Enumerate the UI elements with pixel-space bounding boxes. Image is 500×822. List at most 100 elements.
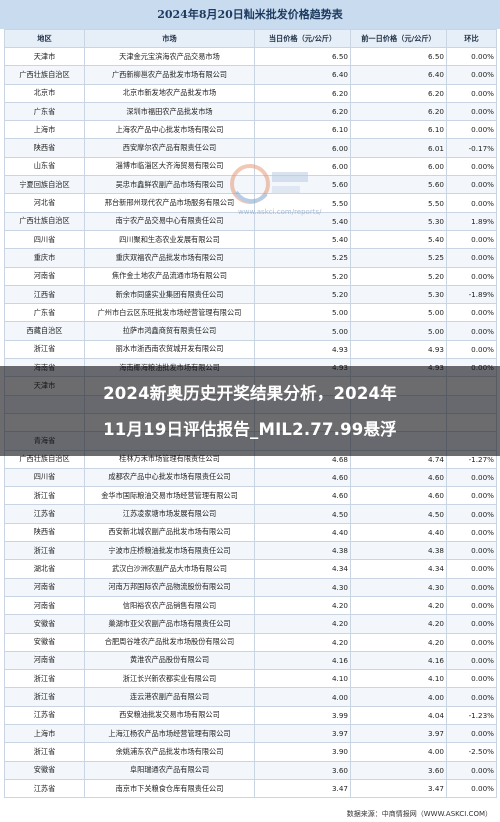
table-row: 江西省 新余市同盛实业集团有限责任公司 5.20 5.30 -1.89% [4, 284, 497, 305]
cell-change: -0.17% [446, 138, 497, 158]
table-title: 2024年8月20日籼米批发价格趋势表 [0, 0, 500, 29]
cell-today-price: 3.47 [254, 778, 351, 799]
table-row: 浙江省 宁波市庄桥粮油批发市场有限责任公司 4.38 4.38 0.00% [4, 541, 497, 561]
cell-change: 0.00% [446, 83, 497, 103]
cell-today-price: 4.30 [254, 577, 351, 597]
cell-today-price: 4.34 [254, 559, 351, 579]
col-header-market: 市场 [84, 29, 255, 48]
table-row: 广东省 广州市白云区东旺批发市场经营管理有限公司 5.00 5.00 0.00% [4, 303, 497, 323]
cell-region: 宁夏回族自治区 [4, 175, 85, 195]
cell-prev-price: 4.40 [350, 522, 447, 543]
cell-region: 四川省 [4, 467, 85, 488]
cell-region: 河南省 [4, 595, 85, 616]
table-row: 西藏自治区 拉萨市鸿鑫商贸有限责任公司 5.00 5.00 0.00% [4, 321, 497, 341]
cell-prev-price: 4.60 [350, 467, 447, 488]
cell-change: 0.00% [446, 229, 497, 250]
cell-change: 0.00% [446, 650, 497, 671]
cell-prev-price: 6.20 [350, 83, 447, 103]
cell-market: 西安粮油批发交易市场有限公司 [84, 705, 255, 725]
cell-market: 成都农产品中心批发市场有限责任公司 [84, 467, 255, 488]
table-row: 河南省 黄淮农产品股份有限公司 4.16 4.16 0.00% [4, 650, 497, 671]
banner-line-2: 11月19日评估报告_MIL2.77.99悬浮 [103, 420, 397, 439]
table-row: 陕西省 西安摩尔农产品有限责任公司 6.00 6.01 -0.17% [4, 138, 497, 158]
cell-change: 0.00% [446, 522, 497, 543]
cell-region: 上海市 [4, 120, 85, 140]
cell-change: 1.89% [446, 211, 497, 231]
cell-prev-price: 4.10 [350, 669, 447, 689]
table-row: 上海市 上海农产品中心批发市场有限公司 6.10 6.10 0.00% [4, 120, 497, 140]
cell-prev-price: 5.50 [350, 193, 447, 213]
cell-today-price: 6.20 [254, 83, 351, 103]
cell-market: 新余市同盛实业集团有限责任公司 [84, 284, 255, 305]
cell-prev-price: 5.60 [350, 175, 447, 195]
table-row: 浙江省 丽水市浙西南农贸城开发有限公司 4.93 4.93 0.00% [4, 339, 497, 360]
cell-change: 0.00% [446, 559, 497, 579]
cell-today-price: 4.20 [254, 595, 351, 616]
cell-region: 广西壮族自治区 [4, 211, 85, 231]
cell-today-price: 3.60 [254, 760, 351, 780]
cell-market: 合肥周谷堆农产品批发市场股份有限公司 [84, 632, 255, 652]
cell-region: 浙江省 [4, 486, 85, 506]
cell-region: 河北省 [4, 193, 85, 213]
cell-region: 山东省 [4, 156, 85, 177]
cell-today-price: 4.00 [254, 687, 351, 707]
cell-change: -1.23% [446, 705, 497, 725]
cell-market: 天津金元宝滨海农产品交易市场 [84, 46, 255, 67]
cell-change: 0.00% [446, 669, 497, 689]
table-row: 四川省 四川聚和生态农业发展有限公司 5.40 5.40 0.00% [4, 229, 497, 250]
cell-region: 广东省 [4, 303, 85, 323]
cell-prev-price: 5.30 [350, 211, 447, 231]
cell-market: 四川聚和生态农业发展有限公司 [84, 229, 255, 250]
cell-prev-price: 4.34 [350, 559, 447, 579]
cell-prev-price: 4.20 [350, 632, 447, 652]
cell-change: 0.00% [446, 303, 497, 323]
table-row: 江苏省 南京市下关粮食仓库有限责任公司 3.47 3.47 0.00% [4, 778, 497, 799]
cell-market: 南宁农产品交易中心有限责任公司 [84, 211, 255, 231]
table-row: 广西壮族自治区 广西新柳邕农产品批发市场有限公司 6.40 6.40 0.00% [4, 65, 497, 85]
cell-today-price: 3.90 [254, 742, 351, 762]
banner-line-1: 2024新奥历史开奖结果分析，2024年 [103, 384, 397, 403]
cell-prev-price: 4.50 [350, 504, 447, 524]
cell-today-price: 4.60 [254, 467, 351, 488]
source-footer: 数据来源：中商情报网（WWW.ASKCI.COM） [0, 806, 500, 822]
cell-market: 南京市下关粮食仓库有限责任公司 [84, 778, 255, 799]
cell-today-price: 3.99 [254, 705, 351, 725]
cell-market: 连云港农副产品有限公司 [84, 687, 255, 707]
col-header-region: 地区 [4, 29, 85, 48]
cell-change: -2.50% [446, 742, 497, 762]
cell-market: 宁波市庄桥粮油批发市场有限责任公司 [84, 541, 255, 561]
cell-region: 广东省 [4, 101, 85, 122]
table-row: 安徽省 巢湖市亚父农副产品市场有限责任公司 4.20 4.20 0.00% [4, 614, 497, 634]
cell-change: 0.00% [446, 778, 497, 799]
cell-today-price: 4.50 [254, 504, 351, 524]
col-header-prev-price: 前一日价格（元/公斤） [350, 29, 447, 48]
cell-change: 0.00% [446, 248, 497, 268]
table-row: 陕西省 西安新北城农副产品批发市场有限公司 4.40 4.40 0.00% [4, 522, 497, 543]
cell-change: 0.00% [446, 723, 497, 744]
cell-change: 0.00% [446, 760, 497, 780]
table-row: 江苏省 西安粮油批发交易市场有限公司 3.99 4.04 -1.23% [4, 705, 497, 725]
col-header-today-price: 当日价格（元/公斤） [254, 29, 351, 48]
cell-region: 浙江省 [4, 669, 85, 689]
cell-change: 0.00% [446, 486, 497, 506]
cell-market: 阜阳瑞通农产品有限公司 [84, 760, 255, 780]
cell-region: 浙江省 [4, 339, 85, 360]
table-row: 浙江省 金华市国际粮油交易市场经营管理有限公司 4.60 4.60 0.00% [4, 486, 497, 506]
cell-today-price: 5.20 [254, 284, 351, 305]
cell-market: 信阳裕农农产品销售有限公司 [84, 595, 255, 616]
cell-market: 重庆双福农产品批发市场有限公司 [84, 248, 255, 268]
cell-today-price: 4.16 [254, 650, 351, 671]
cell-today-price: 5.25 [254, 248, 351, 268]
table-row: 河南省 信阳裕农农产品销售有限公司 4.20 4.20 0.00% [4, 595, 497, 616]
cell-today-price: 6.20 [254, 101, 351, 122]
cell-region: 河南省 [4, 266, 85, 286]
cell-today-price: 4.60 [254, 486, 351, 506]
cell-prev-price: 4.20 [350, 614, 447, 634]
cell-change: 0.00% [446, 577, 497, 597]
cell-change: 0.00% [446, 541, 497, 561]
cell-market: 西安摩尔农产品有限责任公司 [84, 138, 255, 158]
watermark-url: www.askci.com/reports/ [238, 208, 322, 216]
cell-prev-price: 4.30 [350, 577, 447, 597]
cell-today-price: 4.20 [254, 632, 351, 652]
cell-prev-price: 3.47 [350, 778, 447, 799]
